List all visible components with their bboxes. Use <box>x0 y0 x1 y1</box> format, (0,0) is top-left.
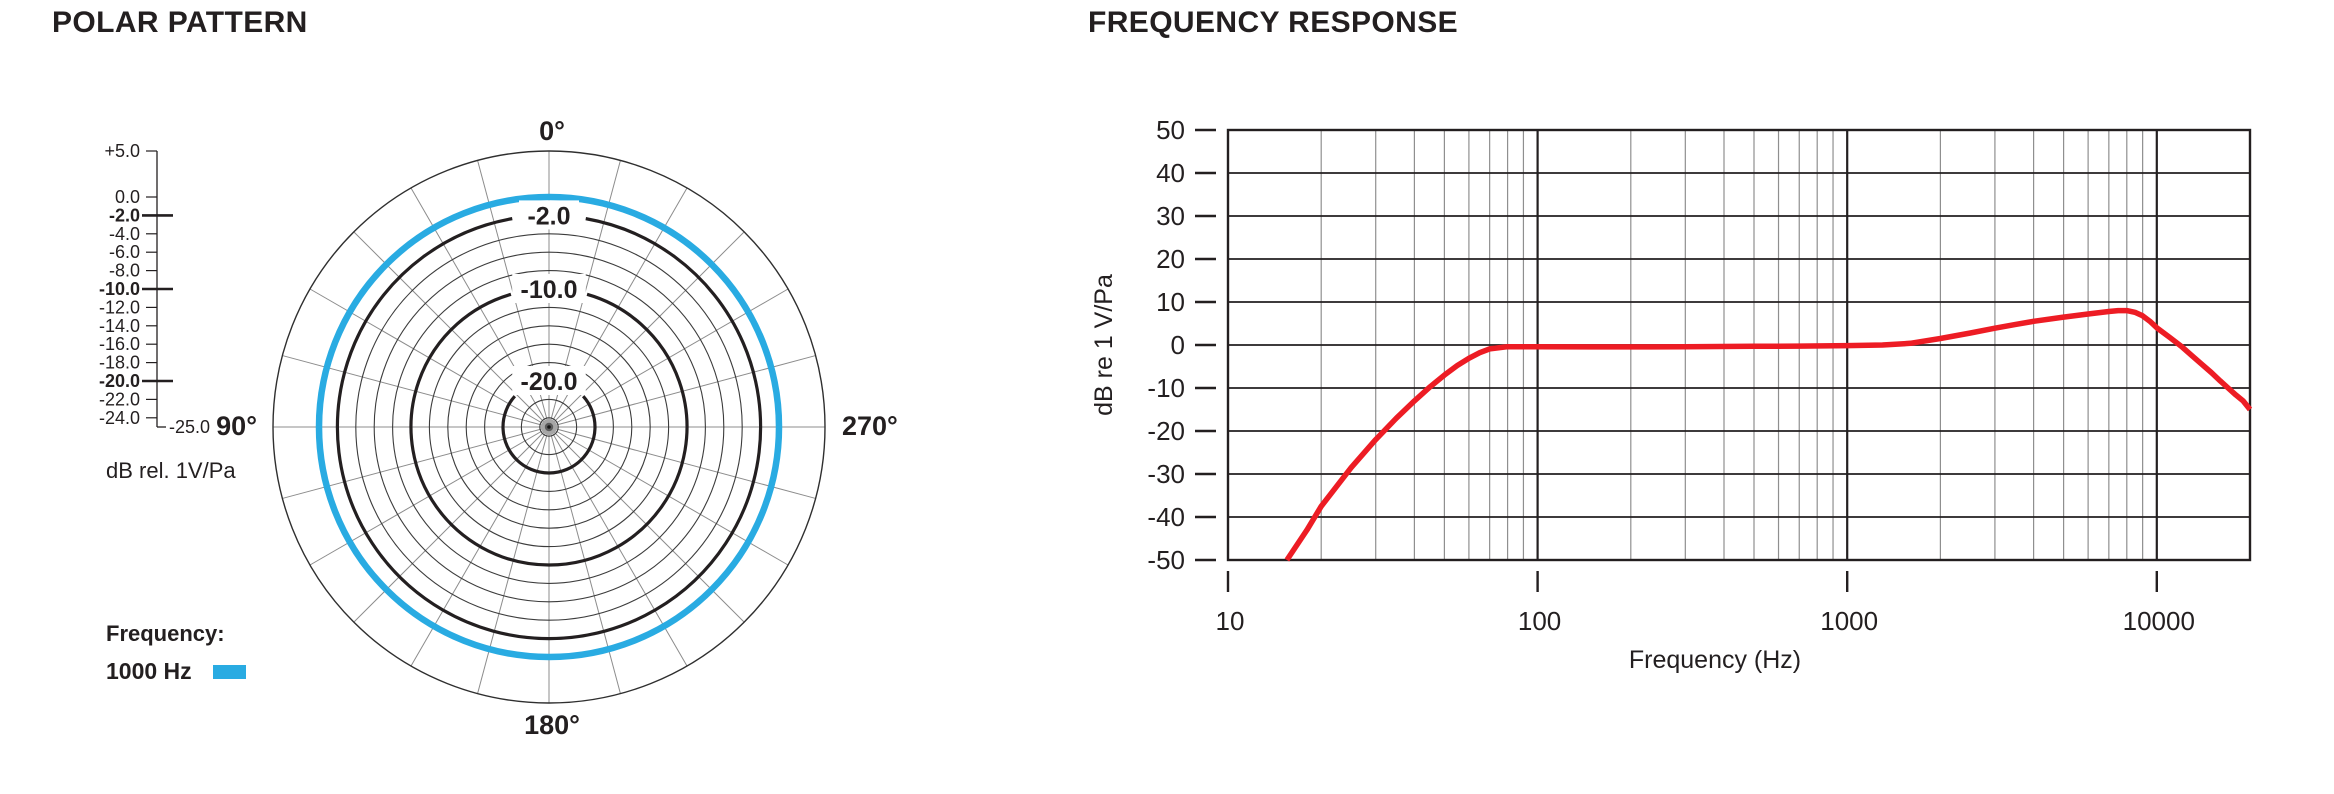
polar-ring-label-bg <box>512 274 586 303</box>
freq-response-curve <box>1284 307 2253 562</box>
polar-ring <box>272 150 826 704</box>
polar-scale-tick-label: -18.0 <box>99 353 140 373</box>
polar-ring-bold <box>335 217 763 641</box>
polar-ring-bold <box>409 292 689 567</box>
freq-x-tick-label: 10 <box>1216 606 1245 636</box>
polar-ring <box>447 325 651 529</box>
freq-x-axis-title: Frequency (Hz) <box>1629 646 1801 674</box>
legend-swatch <box>212 664 246 679</box>
polar-scale-tick-label: -2.0 <box>109 205 140 225</box>
polar-ring-label-bg <box>519 200 579 230</box>
polar-scale-tick-label: -16.0 <box>99 334 140 354</box>
polar-scale-tick-label: -10.0 <box>99 279 140 299</box>
freq-y-tick-label: 10 <box>1156 287 1185 317</box>
polar-scale-tick-label: 0.0 <box>115 187 140 207</box>
freq-x-tick-label: 10000 <box>2123 606 2195 636</box>
frequency-response-title: FREQUENCY RESPONSE <box>1088 6 1459 39</box>
legend-title: Frequency: <box>106 621 225 646</box>
polar-scale-tick-label: -22.0 <box>99 389 140 409</box>
polar-ring <box>373 251 725 603</box>
polar-ring-label-bg <box>512 366 586 395</box>
polar-ring <box>392 270 706 584</box>
polar-scale-end-label: -25.0 <box>169 417 210 437</box>
polar-units-label: dB rel. 1V/Pa <box>106 458 236 483</box>
polar-scale-tick-label: +5.0 <box>104 141 140 161</box>
polar-angle-label: 270° <box>842 411 898 441</box>
polar-pattern-chart: -2.0-10.0-20.00°90°180°270°+5.00.0-2.0-4… <box>99 116 898 740</box>
freq-y-tick-label: 50 <box>1156 115 1185 145</box>
polar-scale-tick-label: -24.0 <box>99 408 140 428</box>
polar-ring-bold <box>501 395 597 475</box>
freq-y-axis-title: dB re 1 V/Pa <box>1090 274 1118 416</box>
freq-y-tick-label: -50 <box>1147 545 1185 575</box>
polar-ring-label: -20.0 <box>521 368 578 396</box>
polar-scale-tick-label: -12.0 <box>99 297 140 317</box>
freq-y-tick-label: -30 <box>1147 459 1185 489</box>
polar-ring <box>465 343 633 511</box>
polar-angle-label: 180° <box>524 710 580 740</box>
polar-pattern-title: POLAR PATTERN <box>52 6 308 39</box>
polar-angle-label: 90° <box>216 411 257 441</box>
legend-row: 1000 Hz <box>106 658 246 685</box>
freq-x-tick-label: 1000 <box>1820 606 1878 636</box>
polar-scale-tick-label: -8.0 <box>109 261 140 281</box>
polar-ring-label: -2.0 <box>527 202 570 230</box>
polar-ring <box>484 362 614 492</box>
polar-center-dot <box>547 425 551 429</box>
freq-y-tick-label: 40 <box>1156 158 1185 188</box>
polar-ring <box>539 417 559 437</box>
polar-scale-tick-label: -4.0 <box>109 224 140 244</box>
polar-angle-label: 0° <box>539 116 565 146</box>
freq-y-tick-label: -40 <box>1147 502 1185 532</box>
freq-y-tick-label: 20 <box>1156 244 1185 274</box>
polar-series-1000hz <box>315 193 783 661</box>
polar-scale-tick-label: -14.0 <box>99 316 140 336</box>
legend-series-label: 1000 Hz <box>106 658 192 684</box>
freq-y-tick-label: 30 <box>1156 201 1185 231</box>
polar-ring <box>520 398 578 456</box>
freq-plot-frame <box>1226 128 2252 562</box>
freq-y-tick-label: -20 <box>1147 416 1185 446</box>
polar-ring <box>428 306 670 548</box>
polar-legend: Frequency: 1000 Hz <box>106 621 246 685</box>
polar-ring-label: -10.0 <box>521 276 578 304</box>
polar-scale-tick-label: -20.0 <box>99 371 140 391</box>
freq-y-tick-label: -10 <box>1147 373 1185 403</box>
freq-x-tick-label: 100 <box>1518 606 1561 636</box>
polar-ring <box>355 233 743 621</box>
polar-scale-tick-label: -6.0 <box>109 242 140 262</box>
freq-y-tick-label: 0 <box>1171 330 1185 360</box>
